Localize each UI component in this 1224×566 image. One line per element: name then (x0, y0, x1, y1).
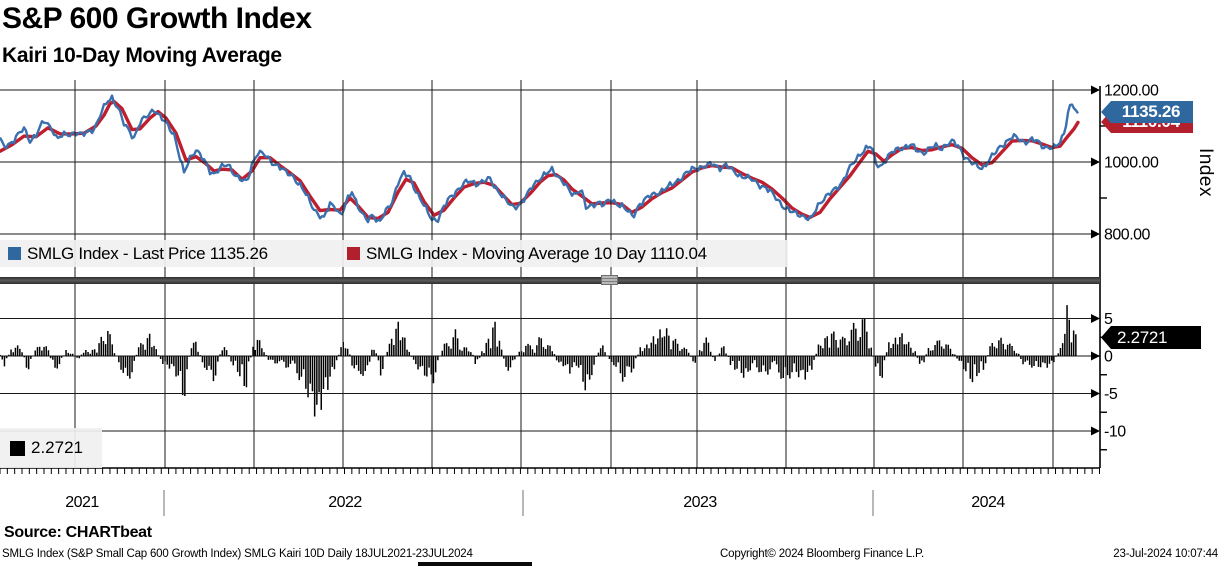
kairi-swatch-icon (10, 440, 25, 456)
legend-last-price[interactable]: SMLG Index - Last Price 1135.26 (8, 240, 268, 267)
svg-text:800.00: 800.00 (1104, 227, 1151, 244)
kairi-value-badge: 2.2721 (1101, 326, 1201, 349)
svg-text:5: 5 (1104, 311, 1113, 328)
page-subtitle: Kairi 10-Day Moving Average (2, 44, 282, 67)
legend-last-price-label: SMLG Index - Last Price 1135.26 (27, 243, 268, 263)
legend-moving-average-label: SMLG Index - Moving Average 10 Day 1110.… (366, 243, 707, 263)
legend-moving-average[interactable]: SMLG Index - Moving Average 10 Day 1110.… (347, 240, 707, 267)
y-axis-title: Index (1195, 148, 1216, 197)
page-title: S&P 600 Growth Index (2, 2, 312, 35)
x-tick-2022: 2022 (328, 494, 362, 511)
kairi-panel-legend[interactable]: 2.2721 (0, 428, 102, 468)
panel-separator (0, 277, 1100, 284)
source-label: Source: CHARTbeat (4, 524, 152, 541)
last-price-swatch-icon (8, 247, 21, 260)
x-tick-2024: 2024 (971, 494, 1005, 511)
panel-resize-handle[interactable] (601, 275, 618, 285)
x-tick-2021: 2021 (65, 494, 99, 511)
svg-text:-5: -5 (1104, 386, 1118, 403)
price-panel-legend: SMLG Index - Last Price 1135.26 SMLG Ind… (0, 240, 788, 267)
footer-timestamp: 23-Jul-2024 10:07:44 (1113, 548, 1218, 560)
svg-text:0: 0 (1104, 349, 1113, 366)
moving-average-swatch-icon (347, 247, 360, 260)
svg-text:1200.00: 1200.00 (1104, 83, 1159, 100)
svg-text:-10: -10 (1104, 424, 1126, 441)
last-price-badge: 1135.26 (1101, 101, 1193, 123)
x-tick-2023: 2023 (683, 494, 717, 511)
footer-security-info: SMLG Index (S&P Small Cap 600 Growth Ind… (2, 548, 473, 560)
bottom-edge-bar (418, 562, 532, 566)
footer-copyright: Copyright© 2024 Bloomberg Finance L.P. (720, 548, 924, 560)
chart-canvas[interactable]: 1200.00 1000.00 800.00 5 0 -5 -10 (0, 78, 1224, 524)
svg-text:1000.00: 1000.00 (1104, 155, 1159, 172)
kairi-legend-label: 2.2721 (31, 438, 83, 457)
